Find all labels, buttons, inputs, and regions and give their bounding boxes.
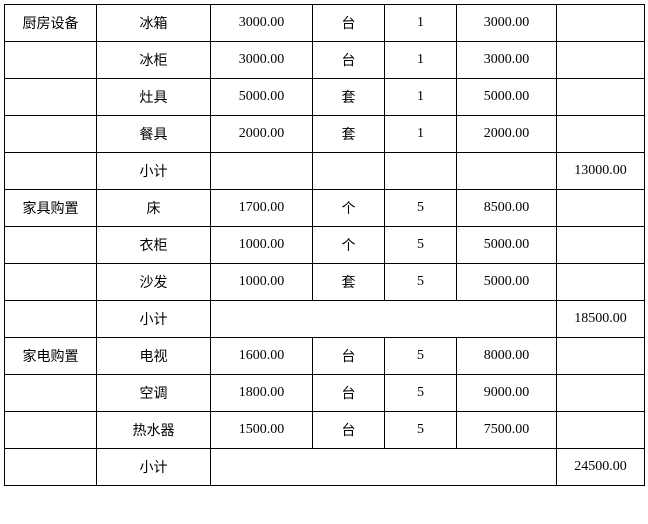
table-cell: 个 (313, 190, 385, 227)
table-cell (557, 227, 645, 264)
table-cell: 小计 (97, 449, 211, 486)
table-cell: 家具购置 (5, 190, 97, 227)
table-cell (557, 190, 645, 227)
table-cell: 24500.00 (557, 449, 645, 486)
table-cell: 2000.00 (457, 116, 557, 153)
table-row: 小计 13000.00 (5, 153, 645, 190)
table-cell: 18500.00 (557, 301, 645, 338)
table-cell: 套 (313, 79, 385, 116)
table-cell: 3000.00 (211, 5, 313, 42)
table-cell: 1700.00 (211, 190, 313, 227)
table-cell: 套 (313, 264, 385, 301)
table-row: 热水器1500.00台57500.00 (5, 412, 645, 449)
table-row: 灶具5000.00套15000.00 (5, 79, 645, 116)
table-cell (5, 449, 97, 486)
table-cell: 台 (313, 375, 385, 412)
table-cell: 厨房设备 (5, 5, 97, 42)
table-cell (557, 375, 645, 412)
table-cell: 小计 (97, 153, 211, 190)
table-cell: 5000.00 (211, 79, 313, 116)
table-cell (457, 153, 557, 190)
table-cell: 8500.00 (457, 190, 557, 227)
table-cell (557, 79, 645, 116)
table-cell: 冰箱 (97, 5, 211, 42)
table-cell: 热水器 (97, 412, 211, 449)
table-cell (211, 449, 557, 486)
table-cell: 5000.00 (457, 264, 557, 301)
table-cell: 套 (313, 116, 385, 153)
table-cell: 衣柜 (97, 227, 211, 264)
table-cell: 8000.00 (457, 338, 557, 375)
table-cell (5, 116, 97, 153)
table-cell (211, 301, 557, 338)
table-cell: 沙发 (97, 264, 211, 301)
table-cell: 5000.00 (457, 79, 557, 116)
table-cell: 5 (385, 227, 457, 264)
table-cell (211, 153, 313, 190)
table-cell: 台 (313, 42, 385, 79)
table-row: 小计 24500.00 (5, 449, 645, 486)
table-cell: 1 (385, 116, 457, 153)
table-row: 沙发1000.00套55000.00 (5, 264, 645, 301)
table-cell (5, 264, 97, 301)
table-cell (557, 5, 645, 42)
table-cell: 5000.00 (457, 227, 557, 264)
table-row: 小计 18500.00 (5, 301, 645, 338)
table-cell: 空调 (97, 375, 211, 412)
table-cell: 5 (385, 375, 457, 412)
table-cell: 1800.00 (211, 375, 313, 412)
table-cell: 家电购置 (5, 338, 97, 375)
table-cell (5, 375, 97, 412)
table-cell: 1 (385, 5, 457, 42)
table-cell: 1000.00 (211, 264, 313, 301)
table-row: 空调1800.00台59000.00 (5, 375, 645, 412)
table-cell: 台 (313, 338, 385, 375)
table-cell (557, 338, 645, 375)
table-cell (5, 227, 97, 264)
table-cell: 7500.00 (457, 412, 557, 449)
table-cell (557, 412, 645, 449)
table-cell (385, 153, 457, 190)
table-cell: 冰柜 (97, 42, 211, 79)
table-cell: 1600.00 (211, 338, 313, 375)
table-cell: 5 (385, 338, 457, 375)
table-cell: 灶具 (97, 79, 211, 116)
table-cell: 小计 (97, 301, 211, 338)
table-cell (5, 301, 97, 338)
table-cell: 台 (313, 5, 385, 42)
table-cell: 1500.00 (211, 412, 313, 449)
table-cell: 3000.00 (457, 5, 557, 42)
table-row: 冰柜3000.00台13000.00 (5, 42, 645, 79)
table-cell: 电视 (97, 338, 211, 375)
table-cell: 2000.00 (211, 116, 313, 153)
table-cell (5, 79, 97, 116)
table-cell: 5 (385, 412, 457, 449)
table-cell (313, 153, 385, 190)
table-cell: 1000.00 (211, 227, 313, 264)
table-cell (5, 42, 97, 79)
table-cell: 床 (97, 190, 211, 227)
table-cell: 5 (385, 190, 457, 227)
table-cell: 13000.00 (557, 153, 645, 190)
table-cell: 3000.00 (457, 42, 557, 79)
table-cell: 9000.00 (457, 375, 557, 412)
table-cell (557, 42, 645, 79)
table-cell: 3000.00 (211, 42, 313, 79)
table-cell: 个 (313, 227, 385, 264)
table-row: 厨房设备冰箱3000.00台13000.00 (5, 5, 645, 42)
table-cell: 台 (313, 412, 385, 449)
table-cell (5, 153, 97, 190)
table-cell (557, 116, 645, 153)
table-row: 衣柜1000.00个55000.00 (5, 227, 645, 264)
table-cell: 1 (385, 79, 457, 116)
budget-table: 厨房设备冰箱3000.00台13000.00冰柜3000.00台13000.00… (4, 4, 645, 486)
table-row: 家电购置电视1600.00台58000.00 (5, 338, 645, 375)
table-cell (5, 412, 97, 449)
table-row: 家具购置床1700.00个58500.00 (5, 190, 645, 227)
table-cell (557, 264, 645, 301)
table-cell: 1 (385, 42, 457, 79)
table-cell: 5 (385, 264, 457, 301)
table-cell: 餐具 (97, 116, 211, 153)
table-row: 餐具2000.00套12000.00 (5, 116, 645, 153)
